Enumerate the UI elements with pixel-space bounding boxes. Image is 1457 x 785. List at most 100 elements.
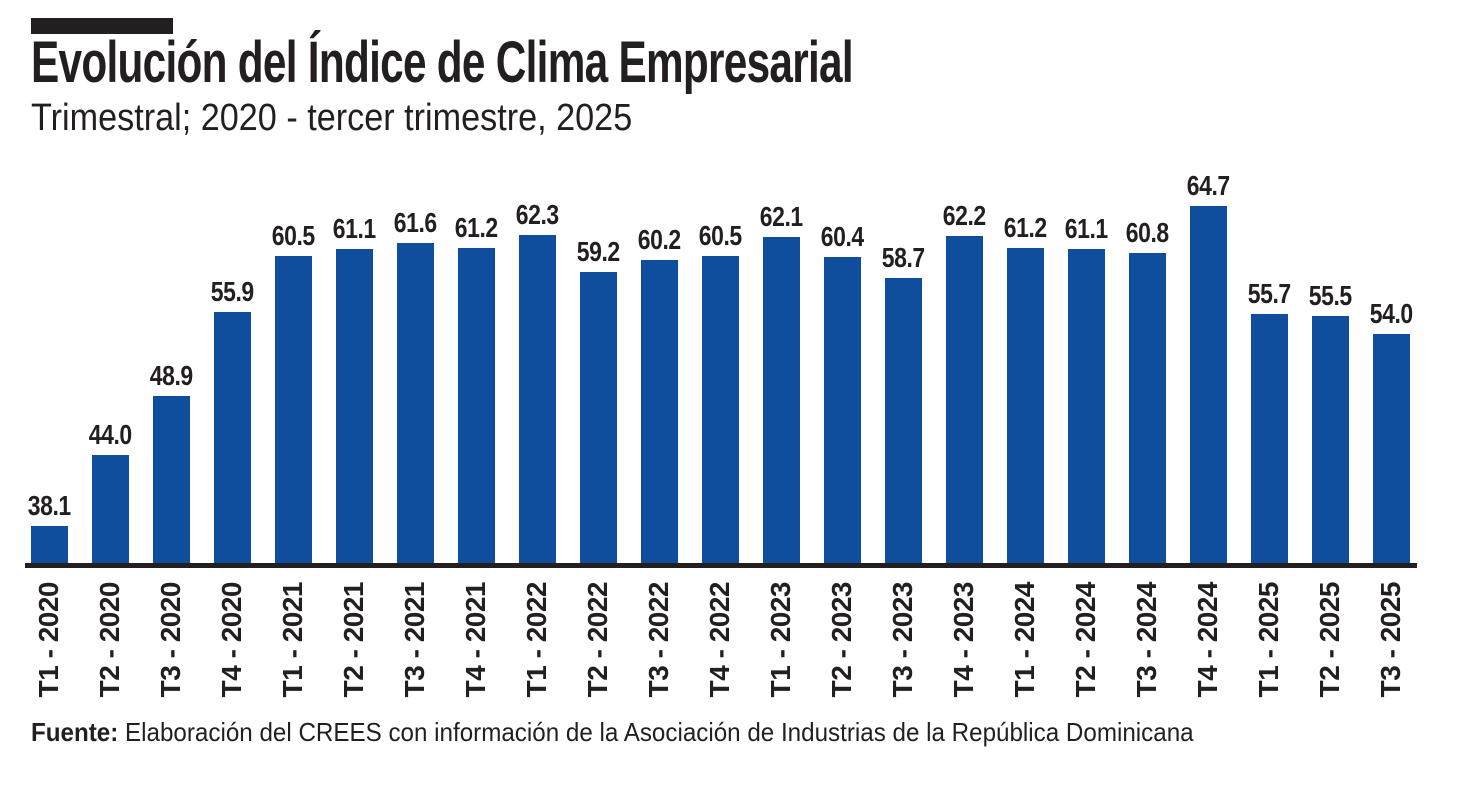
bar-value-text: 61.6 <box>393 207 437 238</box>
chart-title: Evolución del Índice de Clima Empresaria… <box>31 30 854 95</box>
x-axis-label-t2-2022: T2 - 2022 <box>582 582 613 698</box>
x-axis-label-t3-2022: T3 - 2022 <box>643 582 674 698</box>
bar-value-label-t3-2023: 58.7 <box>843 244 963 272</box>
accent-bar <box>31 18 173 34</box>
x-axis-label-t3-2023: T3 - 2023 <box>887 582 918 698</box>
bar-t2-2022 <box>579 272 617 563</box>
x-axis-label-t1-2023: T1 - 2023 <box>765 582 796 698</box>
bar-t4-2022 <box>701 256 739 563</box>
bar-value-text: 60.5 <box>698 220 742 251</box>
x-axis-label-t4-2020: T4 - 2020 <box>216 582 247 698</box>
x-axis-label-t1-2022: T1 - 2022 <box>521 582 552 698</box>
bar-value-label-t1-2020: 38.1 <box>0 492 109 520</box>
bar-value-text: 60.2 <box>637 224 681 255</box>
bar-value-text: 38.1 <box>27 490 71 521</box>
bar-value-label-t3-2021: 61.6 <box>355 209 475 237</box>
bar-t3-2025 <box>1372 334 1410 563</box>
source-text: Elaboración del CREES con información de… <box>118 717 1194 747</box>
x-axis-label-t4-2022: T4 - 2022 <box>704 582 735 698</box>
bar-t1-2021 <box>274 256 312 563</box>
x-axis-label-t1-2024: T1 - 2024 <box>1009 582 1040 698</box>
bar-value-text: 62.3 <box>515 199 559 230</box>
bar-t3-2022 <box>640 260 678 563</box>
bar-t2-2021 <box>335 249 373 563</box>
x-axis-label-t3-2020: T3 - 2020 <box>155 582 186 698</box>
x-axis-label-t1-2025: T1 - 2025 <box>1253 582 1284 698</box>
x-axis-label-t4-2023: T4 - 2023 <box>948 582 979 698</box>
bar-value-text: 62.2 <box>942 200 986 231</box>
x-axis-label-t1-2021: T1 - 2021 <box>277 582 308 698</box>
bar-value-label-t2-2024: 61.1 <box>1026 215 1146 243</box>
bar-t2-2024 <box>1067 249 1105 563</box>
bar-value-label-t1-2025: 55.7 <box>1209 280 1329 308</box>
bar-t4-2021 <box>457 248 495 563</box>
bar-value-label-t1-2023: 62.1 <box>721 203 841 231</box>
bar-value-label-t1-2024: 61.2 <box>965 214 1085 242</box>
bar-value-label-t4-2020: 55.9 <box>172 278 292 306</box>
bar-t1-2025 <box>1250 314 1288 563</box>
source-label: Fuente: <box>31 717 119 747</box>
bar-value-text: 60.4 <box>820 221 864 252</box>
bar-value-label-t2-2020: 44.0 <box>50 421 170 449</box>
bar-value-text: 61.2 <box>1003 212 1047 243</box>
bar-value-label-t3-2022: 60.2 <box>599 226 719 254</box>
bar-value-text: 61.1 <box>332 213 376 244</box>
bar-value-label-t4-2022: 60.5 <box>660 222 780 250</box>
bar-value-label-t1-2021: 60.5 <box>233 222 353 250</box>
bar-t4-2023 <box>945 236 983 563</box>
bar-value-label-t2-2021: 61.1 <box>294 215 414 243</box>
source-note: Fuente: Elaboración del CREES con inform… <box>31 717 1194 747</box>
bar-t1-2024 <box>1006 248 1044 563</box>
bar-t2-2023 <box>823 257 861 563</box>
x-axis-label-t2-2021: T2 - 2021 <box>338 582 369 698</box>
bar-value-text: 58.7 <box>881 242 925 273</box>
bar-t3-2021 <box>396 243 434 563</box>
x-axis-label-t2-2023: T2 - 2023 <box>826 582 857 698</box>
x-axis-label-t4-2024: T4 - 2024 <box>1192 582 1223 698</box>
bar-value-label-t3-2024: 60.8 <box>1087 219 1207 247</box>
x-axis-label-t2-2024: T2 - 2024 <box>1070 582 1101 698</box>
bar-value-text: 61.1 <box>1064 213 1108 244</box>
bar-t2-2020 <box>91 455 129 563</box>
bar-t3-2020 <box>152 396 190 563</box>
bar-value-label-t3-2020: 48.9 <box>111 362 231 390</box>
bar-value-label-t4-2024: 64.7 <box>1148 172 1268 200</box>
x-axis-label-t1-2020: T1 - 2020 <box>33 582 64 698</box>
bar-value-text: 48.9 <box>149 360 193 391</box>
x-axis-label-t3-2021: T3 - 2021 <box>399 582 430 698</box>
bar-t1-2020 <box>30 526 68 563</box>
bar-value-text: 54.0 <box>1369 298 1413 329</box>
x-axis-label-t4-2021: T4 - 2021 <box>460 582 491 698</box>
bar-t4-2024 <box>1189 206 1227 563</box>
bar-t3-2024 <box>1128 253 1166 563</box>
bar-value-label-t1-2022: 62.3 <box>477 201 597 229</box>
chart-subtitle: Trimestral; 2020 - tercer trimestre, 202… <box>31 97 633 139</box>
bar-value-label-t2-2025: 55.5 <box>1270 282 1390 310</box>
x-axis-label-t2-2020: T2 - 2020 <box>94 582 125 698</box>
x-axis-line <box>25 563 1417 568</box>
x-axis-label-t3-2025: T3 - 2025 <box>1375 582 1406 698</box>
bar-value-label-t2-2023: 60.4 <box>782 223 902 251</box>
bar-t1-2022 <box>518 235 556 563</box>
bar-value-text: 60.8 <box>1125 217 1169 248</box>
bar-value-label-t3-2025: 54.0 <box>1331 300 1451 328</box>
bar-value-text: 64.7 <box>1186 170 1230 201</box>
bar-t2-2025 <box>1311 316 1349 563</box>
bar-t3-2023 <box>884 278 922 563</box>
x-axis-label-t3-2024: T3 - 2024 <box>1131 582 1162 698</box>
bar-value-text: 59.2 <box>576 236 620 267</box>
bar-value-text: 55.9 <box>210 276 254 307</box>
x-axis-label-t2-2025: T2 - 2025 <box>1314 582 1345 698</box>
bar-value-text: 62.1 <box>759 201 803 232</box>
bar-value-label-t4-2023: 62.2 <box>904 202 1024 230</box>
bar-t1-2023 <box>762 237 800 563</box>
bar-value-label-t4-2021: 61.2 <box>416 214 536 242</box>
bar-value-text: 44.0 <box>88 419 132 450</box>
bar-value-text: 55.7 <box>1247 278 1291 309</box>
bar-value-text: 55.5 <box>1308 280 1352 311</box>
bar-value-text: 60.5 <box>271 220 315 251</box>
bar-t4-2020 <box>213 312 251 563</box>
bar-value-text: 61.2 <box>454 212 498 243</box>
